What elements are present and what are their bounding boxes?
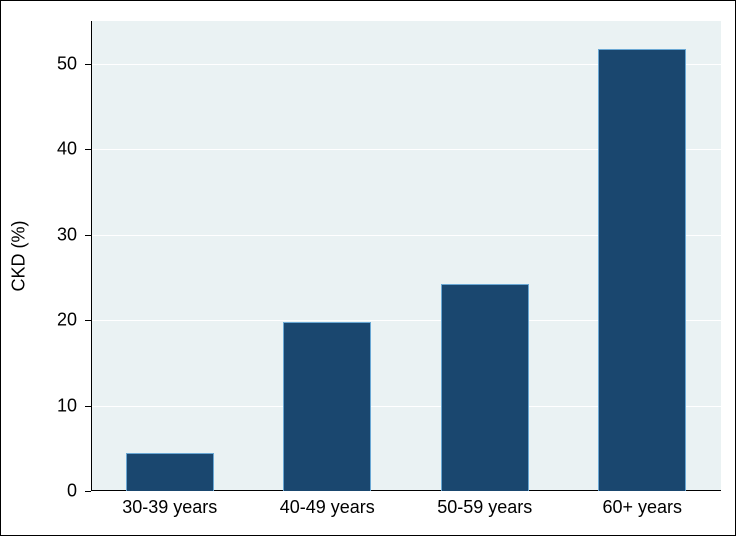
bar [598, 49, 686, 491]
y-tick-label: 30 [1, 224, 77, 245]
bar [441, 284, 529, 491]
y-tick [85, 491, 91, 492]
bar [283, 322, 371, 491]
y-tick-label: 40 [1, 139, 77, 160]
y-tick [85, 406, 91, 407]
y-tick-label: 10 [1, 395, 77, 416]
x-tick-label: 40-49 years [280, 497, 375, 518]
x-tick-label: 60+ years [602, 497, 682, 518]
y-axis [91, 21, 92, 491]
y-tick [85, 320, 91, 321]
y-tick-label: 0 [1, 481, 77, 502]
y-tick-label: 20 [1, 310, 77, 331]
y-tick [85, 235, 91, 236]
y-tick-label: 50 [1, 53, 77, 74]
y-tick [85, 64, 91, 65]
x-tick-label: 50-59 years [437, 497, 532, 518]
y-tick [85, 149, 91, 150]
plot-area [91, 21, 721, 491]
chart-container: CKD (%) 0102030405030-39 years40-49 year… [0, 0, 736, 536]
bar [126, 453, 214, 491]
x-tick-label: 30-39 years [122, 497, 217, 518]
